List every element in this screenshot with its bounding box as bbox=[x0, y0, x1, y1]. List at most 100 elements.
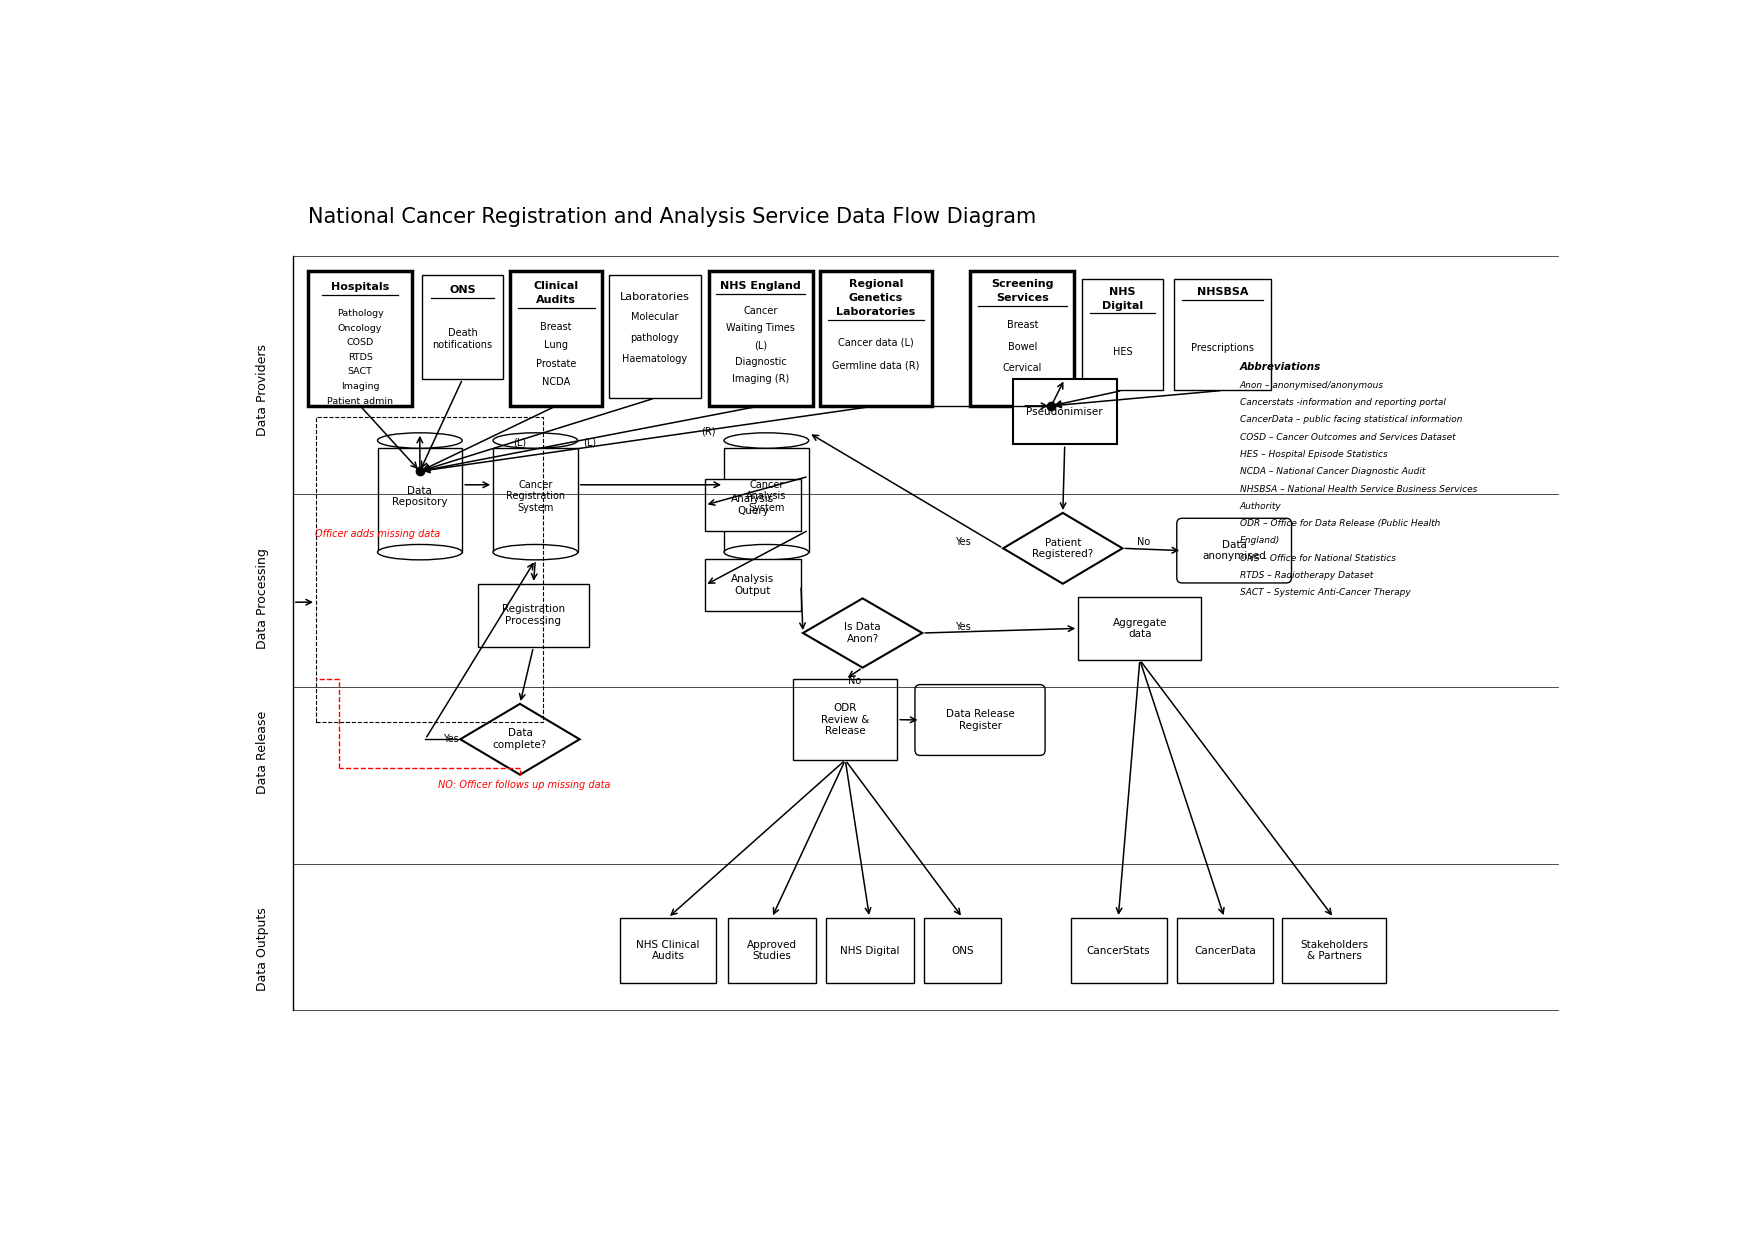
Text: (L): (L) bbox=[582, 437, 596, 447]
FancyBboxPatch shape bbox=[1013, 379, 1117, 445]
Text: England): England) bbox=[1239, 536, 1280, 545]
Text: Bowel: Bowel bbox=[1008, 342, 1038, 352]
FancyBboxPatch shape bbox=[1071, 918, 1167, 984]
Text: Audits: Audits bbox=[536, 295, 577, 305]
Text: Data
complete?: Data complete? bbox=[493, 729, 547, 750]
Text: NCDA: NCDA bbox=[542, 377, 570, 387]
Text: Screening: Screening bbox=[990, 279, 1054, 289]
FancyBboxPatch shape bbox=[1176, 518, 1292, 584]
FancyBboxPatch shape bbox=[377, 449, 463, 553]
FancyBboxPatch shape bbox=[309, 271, 412, 406]
FancyBboxPatch shape bbox=[1281, 918, 1387, 984]
Text: Clinical: Clinical bbox=[533, 281, 578, 291]
Text: CancerStats: CancerStats bbox=[1087, 945, 1150, 955]
Text: Data
Repository: Data Repository bbox=[393, 486, 447, 507]
FancyBboxPatch shape bbox=[1082, 279, 1162, 390]
Text: ONS: ONS bbox=[449, 285, 475, 295]
Text: Officer adds missing data: Officer adds missing data bbox=[316, 529, 440, 539]
Ellipse shape bbox=[377, 544, 463, 560]
Text: Yes: Yes bbox=[444, 735, 459, 745]
Text: Germline data (R): Germline data (R) bbox=[833, 361, 920, 370]
FancyBboxPatch shape bbox=[608, 275, 701, 398]
Text: NHSBSA – National Health Service Business Services: NHSBSA – National Health Service Busines… bbox=[1239, 484, 1478, 493]
FancyBboxPatch shape bbox=[477, 584, 589, 647]
Text: Authority: Authority bbox=[1239, 502, 1281, 510]
Text: Prostate: Prostate bbox=[536, 358, 577, 368]
FancyBboxPatch shape bbox=[1078, 597, 1201, 660]
Text: Hospitals: Hospitals bbox=[331, 282, 389, 292]
Text: Abbreviations: Abbreviations bbox=[1239, 362, 1322, 373]
Text: Laboratories: Laboratories bbox=[836, 307, 915, 317]
Text: ONS – Office for National Statistics: ONS – Office for National Statistics bbox=[1239, 554, 1395, 563]
Text: NHSBSA: NHSBSA bbox=[1197, 287, 1248, 297]
Text: Digital: Digital bbox=[1103, 301, 1143, 311]
FancyBboxPatch shape bbox=[705, 479, 801, 532]
FancyBboxPatch shape bbox=[924, 918, 1001, 984]
Text: Imaging (R): Imaging (R) bbox=[733, 374, 789, 384]
FancyBboxPatch shape bbox=[820, 271, 933, 406]
Text: Regional: Regional bbox=[848, 279, 903, 289]
Text: Breast: Breast bbox=[540, 322, 571, 332]
Text: National Cancer Registration and Analysis Service Data Flow Diagram: National Cancer Registration and Analysi… bbox=[309, 207, 1036, 227]
Text: Waiting Times: Waiting Times bbox=[726, 323, 796, 333]
Text: Aggregate
data: Aggregate data bbox=[1113, 617, 1167, 639]
FancyBboxPatch shape bbox=[794, 679, 898, 760]
FancyBboxPatch shape bbox=[510, 271, 603, 406]
Text: ONS: ONS bbox=[952, 945, 975, 955]
Text: NCDA – National Cancer Diagnostic Audit: NCDA – National Cancer Diagnostic Audit bbox=[1239, 467, 1425, 476]
Text: COSD – Cancer Outcomes and Services Dataset: COSD – Cancer Outcomes and Services Data… bbox=[1239, 432, 1455, 441]
Ellipse shape bbox=[724, 544, 808, 560]
Text: Imaging: Imaging bbox=[340, 382, 379, 392]
Text: Data Release: Data Release bbox=[256, 711, 268, 794]
FancyBboxPatch shape bbox=[915, 685, 1045, 756]
Text: NHS Clinical
Audits: NHS Clinical Audits bbox=[636, 940, 699, 961]
Ellipse shape bbox=[377, 432, 463, 449]
Text: SACT: SACT bbox=[347, 368, 373, 377]
FancyBboxPatch shape bbox=[422, 275, 503, 379]
FancyBboxPatch shape bbox=[826, 918, 915, 984]
Text: SACT – Systemic Anti-Cancer Therapy: SACT – Systemic Anti-Cancer Therapy bbox=[1239, 589, 1411, 597]
Text: Lung: Lung bbox=[543, 339, 568, 351]
Text: (L): (L) bbox=[754, 339, 768, 351]
Text: Cervical: Cervical bbox=[1003, 363, 1041, 373]
Text: Patient
Registered?: Patient Registered? bbox=[1033, 538, 1094, 559]
Polygon shape bbox=[1003, 513, 1122, 584]
Text: (R): (R) bbox=[701, 426, 715, 436]
Text: NHS: NHS bbox=[1110, 287, 1136, 297]
Ellipse shape bbox=[493, 544, 578, 560]
Text: Analysis
Output: Analysis Output bbox=[731, 575, 775, 596]
Text: RTDS: RTDS bbox=[347, 353, 373, 362]
Text: Patient admin: Patient admin bbox=[328, 396, 393, 405]
Text: Genetics: Genetics bbox=[848, 294, 903, 304]
FancyBboxPatch shape bbox=[1176, 918, 1273, 984]
FancyBboxPatch shape bbox=[705, 559, 801, 612]
Text: No: No bbox=[1138, 538, 1150, 548]
Text: NHS England: NHS England bbox=[720, 281, 801, 291]
Text: Pathology: Pathology bbox=[337, 309, 384, 318]
Text: Cancer
Registration
System: Cancer Registration System bbox=[507, 479, 564, 513]
Text: Cancer data (L): Cancer data (L) bbox=[838, 338, 913, 348]
Text: RTDS – Radiotherapy Dataset: RTDS – Radiotherapy Dataset bbox=[1239, 571, 1373, 580]
Text: Stakeholders
& Partners: Stakeholders & Partners bbox=[1301, 940, 1369, 961]
Text: Data Processing: Data Processing bbox=[256, 548, 268, 649]
Text: Data Providers: Data Providers bbox=[256, 344, 268, 436]
FancyBboxPatch shape bbox=[1175, 279, 1271, 390]
Text: Yes: Yes bbox=[955, 538, 971, 548]
Text: Data
anonymised: Data anonymised bbox=[1203, 540, 1266, 561]
Text: CancerData – public facing statistical information: CancerData – public facing statistical i… bbox=[1239, 415, 1462, 424]
Text: Death
notifications: Death notifications bbox=[433, 328, 493, 349]
Text: HES: HES bbox=[1113, 347, 1132, 357]
Text: Is Data
Anon?: Is Data Anon? bbox=[845, 622, 882, 644]
Text: ODR
Review &
Release: ODR Review & Release bbox=[820, 703, 869, 736]
Polygon shape bbox=[803, 598, 922, 668]
Text: Oncology: Oncology bbox=[338, 323, 382, 332]
Text: Cancer
Analysis
System: Cancer Analysis System bbox=[747, 479, 787, 513]
FancyBboxPatch shape bbox=[727, 918, 817, 984]
Text: Anon – anonymised/anonymous: Anon – anonymised/anonymous bbox=[1239, 380, 1385, 389]
Text: Pseudonimiser: Pseudonimiser bbox=[1027, 406, 1103, 416]
Text: Prescriptions: Prescriptions bbox=[1190, 343, 1253, 353]
Text: Molecular: Molecular bbox=[631, 312, 678, 322]
Text: Laboratories: Laboratories bbox=[621, 291, 689, 301]
Text: HES – Hospital Episode Statistics: HES – Hospital Episode Statistics bbox=[1239, 450, 1388, 458]
Text: pathology: pathology bbox=[631, 333, 678, 343]
